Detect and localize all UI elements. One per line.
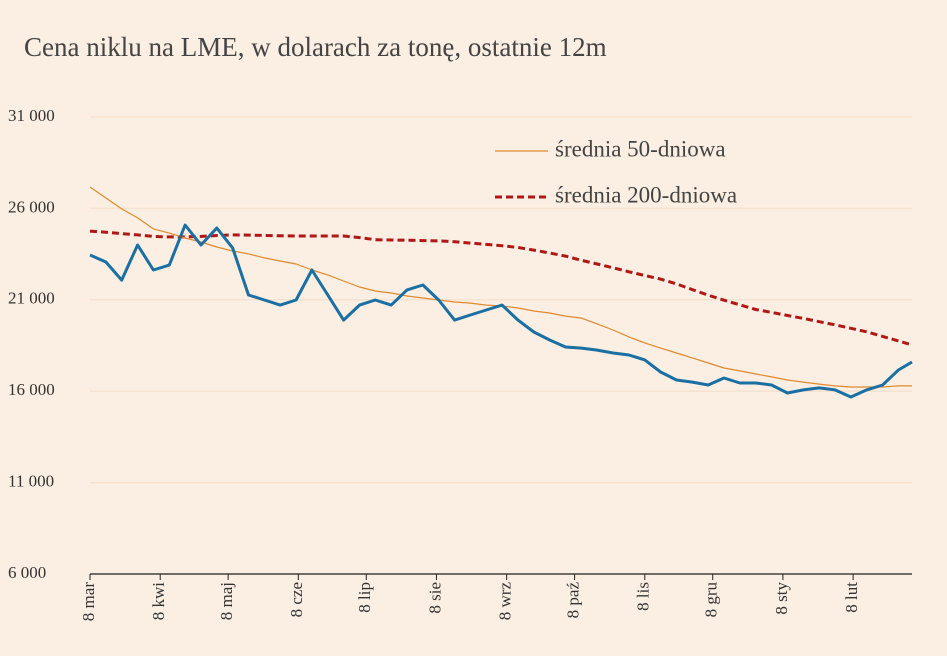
x-tick-label: 8 lis xyxy=(634,582,653,611)
x-tick-label: 8 kwi xyxy=(149,582,168,621)
x-tick-label: 8 maj xyxy=(217,582,236,620)
chart-title: Cena niklu na LME, w dolarach za tonę, o… xyxy=(24,32,607,62)
series-line xyxy=(89,223,913,399)
y-tick-label: 31 000 xyxy=(8,106,55,125)
x-tick-label: 8 wrz xyxy=(496,582,515,621)
y-tick-label: 6 000 xyxy=(8,563,46,582)
x-tick-label: 8 lut xyxy=(842,582,861,613)
y-tick-label: 26 000 xyxy=(8,197,55,216)
series-line xyxy=(89,229,913,347)
y-tick-label: 16 000 xyxy=(8,380,55,399)
x-tick-label: 8 paź xyxy=(564,582,583,619)
legend-label: średnia 50-dniowa xyxy=(555,136,726,161)
x-tick-label: 8 sty xyxy=(772,582,791,615)
legend-label: średnia 200-dniowa xyxy=(555,182,737,207)
x-tick-label: 8 sie xyxy=(425,582,444,614)
x-tick-label: 8 gru xyxy=(702,582,721,618)
x-tick-label: 8 lip xyxy=(355,582,374,613)
x-tick-label: 8 mar xyxy=(79,582,98,622)
y-tick-label: 21 000 xyxy=(8,289,55,308)
y-tick-label: 11 000 xyxy=(8,472,54,491)
x-tick-label: 8 cze xyxy=(287,582,306,617)
